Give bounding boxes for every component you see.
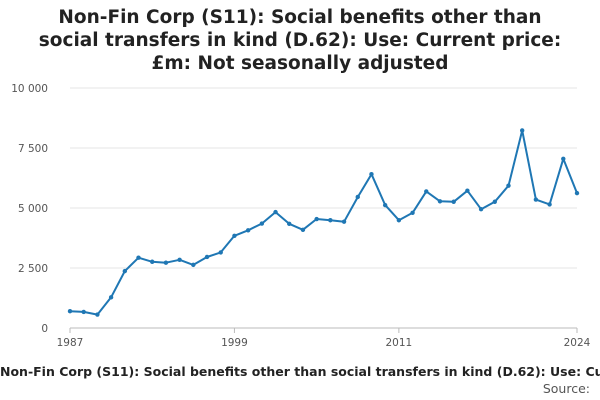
data-point	[396, 218, 402, 223]
data-point	[574, 190, 580, 196]
data-point	[533, 197, 539, 202]
data-point	[341, 219, 347, 224]
y-axis: 0 2 500 5 000 7 500 10 000	[11, 83, 48, 335]
series-line	[69, 129, 578, 316]
data-point	[506, 183, 511, 188]
x-tick-label: 2024	[564, 337, 591, 349]
data-point	[410, 210, 415, 215]
data-point	[424, 189, 429, 194]
data-point	[382, 202, 388, 208]
data-point	[232, 233, 237, 239]
data-point	[273, 209, 278, 215]
series-layer	[67, 128, 580, 317]
data-point	[81, 309, 86, 315]
data-point	[355, 194, 360, 200]
y-tick-label: 10 000	[11, 83, 48, 95]
legend-label: Non-Fin Corp (S11): Social benefits othe…	[0, 364, 600, 379]
data-point	[561, 156, 566, 161]
data-point	[136, 255, 141, 260]
y-tick-label: 7 500	[18, 143, 48, 155]
x-tick-label: 2011	[385, 337, 412, 349]
data-point	[108, 295, 114, 300]
data-point	[287, 221, 292, 227]
data-point	[314, 216, 319, 222]
chart-title: Non-Fin Corp (S11): Social benefits othe…	[38, 7, 562, 74]
y-tick-label: 0	[41, 323, 48, 335]
data-point	[163, 260, 169, 265]
data-point	[300, 227, 306, 233]
data-point	[519, 128, 525, 133]
data-point	[177, 257, 182, 263]
data-point	[547, 202, 552, 207]
source-label: Source:	[542, 381, 590, 396]
data-point	[492, 199, 497, 204]
data-point	[67, 309, 73, 314]
data-point	[328, 218, 333, 223]
x-tick-label: 1987	[57, 337, 84, 349]
data-point	[465, 188, 470, 193]
data-point	[95, 312, 100, 317]
data-point	[478, 207, 484, 212]
data-point	[437, 199, 443, 204]
data-point	[451, 199, 456, 204]
y-tick-label: 5 000	[18, 203, 48, 215]
x-tick-label: 1999	[221, 337, 248, 349]
data-point	[218, 250, 223, 255]
data-point	[204, 254, 210, 260]
data-point	[259, 221, 265, 226]
x-axis: 1987 1999 2011 2024	[57, 328, 591, 349]
data-point	[191, 262, 196, 268]
data-point	[150, 259, 155, 264]
y-tick-label: 2 500	[18, 263, 48, 275]
data-point	[369, 171, 374, 177]
data-point	[122, 268, 128, 274]
gridlines	[70, 87, 577, 329]
data-point	[245, 228, 251, 233]
